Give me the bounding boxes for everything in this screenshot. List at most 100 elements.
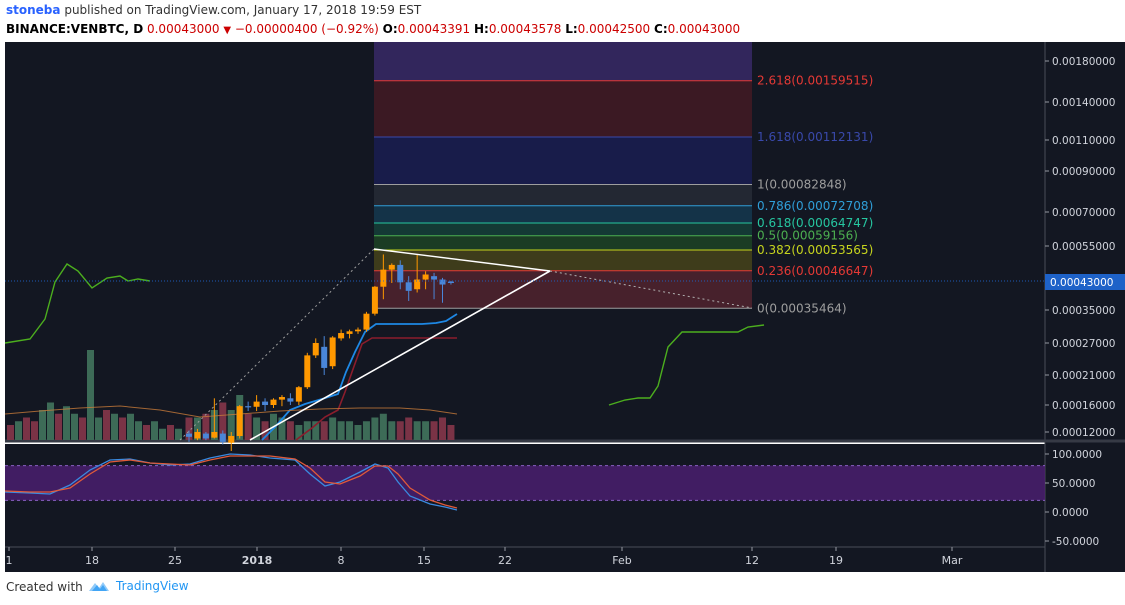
sma-green-line xyxy=(4,263,151,344)
candle-body xyxy=(338,333,345,339)
volume-bar xyxy=(337,421,345,440)
publish-line: stoneba published on TradingView.com, Ja… xyxy=(6,3,421,17)
candle-body xyxy=(211,432,218,438)
high-label: H: xyxy=(474,22,489,36)
publish-info: published on TradingView.com, January 17… xyxy=(64,3,422,17)
open-label: O: xyxy=(382,22,398,36)
volume-bar xyxy=(219,402,227,440)
time-tick-label: 19 xyxy=(829,554,843,567)
sma-red-line xyxy=(295,337,457,441)
close-value: 0.00043000 xyxy=(667,22,741,36)
price-tick-label: 0.00180000 xyxy=(1052,56,1115,68)
candle-body xyxy=(447,281,454,283)
candle-body xyxy=(228,435,235,443)
volume-bar xyxy=(295,425,303,440)
ohlc-legend: BINANCE:VENBTC, D 0.00043000 ▼ −0.000004… xyxy=(6,22,740,36)
chart-area[interactable]: 0(0.00035464) 0.236(0.00046647) 0.382(0.00… xyxy=(0,42,1125,572)
volume-bar xyxy=(47,402,54,440)
time-tick-label: 1 xyxy=(6,554,13,567)
fib-level-label: 0.382(0.00053565) xyxy=(757,243,873,257)
fib-level-label: 0.236(0.00046647) xyxy=(757,264,873,278)
volume-bar xyxy=(95,417,102,440)
candle-body xyxy=(321,346,328,368)
fib-band xyxy=(374,235,752,250)
time-tick-label: 25 xyxy=(168,554,182,567)
volume-bar xyxy=(379,413,387,440)
high-value: 0.00043578 xyxy=(488,22,562,36)
close-label: C: xyxy=(654,22,668,36)
fib-band-upper xyxy=(374,42,752,81)
stoch-d-line xyxy=(4,455,458,509)
volume-bar xyxy=(346,421,354,440)
price-tick-label: 0.00012000 xyxy=(1052,427,1115,439)
volume-bar xyxy=(151,421,158,440)
candlesticks xyxy=(186,254,454,452)
volume-bar xyxy=(286,421,294,440)
candle-body xyxy=(388,264,395,270)
fib-band xyxy=(374,270,752,309)
candle-body xyxy=(346,331,353,334)
volume-bar xyxy=(227,410,235,440)
symbol-label[interactable]: BINANCE:VENBTC, D xyxy=(6,22,144,36)
volume-bar xyxy=(87,350,94,440)
candle-body xyxy=(245,406,252,408)
fib-level-label: 0.786(0.00072708) xyxy=(757,199,873,213)
author-link[interactable]: stoneba xyxy=(6,3,61,17)
candle-body xyxy=(287,398,294,402)
volume-bar xyxy=(159,428,166,440)
chart-svg[interactable]: 0(0.00035464) 0.236(0.00046647) 0.382(0.00… xyxy=(0,42,1125,572)
volume-bar xyxy=(396,421,404,440)
stochastic-rsi: 100.0000 50.0000 0.0000 -50.0000 xyxy=(4,449,1102,548)
chart-header: stoneba published on TradingView.com, Ja… xyxy=(0,0,1125,42)
drawing-tools[interactable] xyxy=(5,248,1045,441)
fib-band xyxy=(374,222,752,236)
price-axis-labels: 0.00180000 0.00140000 0.00110000 0.00090000… xyxy=(1045,56,1125,439)
candle-body xyxy=(431,276,438,280)
volume-bar xyxy=(278,417,286,440)
price-axis[interactable] xyxy=(1045,42,1125,572)
low-value: 0.00042500 xyxy=(577,22,651,36)
price-tick-label: 0.00090000 xyxy=(1052,166,1115,178)
price-tick-label: 0.00021000 xyxy=(1052,370,1115,382)
volume-bar xyxy=(79,417,86,440)
volume-bar xyxy=(111,413,118,440)
fib-level-label: 0.5(0.00059156) xyxy=(757,229,858,243)
time-tick-label: Mar xyxy=(942,554,963,567)
volume-bar xyxy=(405,417,413,440)
candle-body xyxy=(405,282,412,291)
candle-body xyxy=(439,279,446,285)
volume-bar xyxy=(244,413,252,440)
candle-body xyxy=(329,337,336,367)
time-tick-label: 18 xyxy=(85,554,99,567)
time-axis[interactable] xyxy=(5,547,1045,572)
fibonacci-retracement[interactable]: 0(0.00035464) 0.236(0.00046647) 0.382(0.00… xyxy=(374,42,873,315)
fib-band xyxy=(374,249,752,271)
stoch-band xyxy=(5,465,1045,501)
volume-bar xyxy=(185,417,193,440)
candle-body xyxy=(304,355,311,388)
volume-bar xyxy=(320,421,328,440)
volume-bar xyxy=(31,421,38,440)
volume-bar xyxy=(422,421,430,440)
price-tick-label: 0.00070000 xyxy=(1052,207,1115,219)
fib-level-label: 1.618(0.00112131) xyxy=(757,130,873,144)
projection-dotted-line xyxy=(549,270,753,309)
low-label: L: xyxy=(565,22,578,36)
candle-body xyxy=(397,264,404,283)
sma-green-line-future xyxy=(608,324,765,406)
fib-level-label: 0.618(0.00064747) xyxy=(757,216,873,230)
price-tick-label: 0.00055000 xyxy=(1052,241,1115,253)
price-tick-label: 0.00110000 xyxy=(1052,135,1115,147)
volume-bar xyxy=(430,421,438,440)
created-with-label: Created with xyxy=(6,580,83,594)
volume-bar xyxy=(167,425,174,440)
volume-bar xyxy=(15,421,22,440)
candle-body xyxy=(355,329,361,332)
candle-body xyxy=(278,397,285,400)
volume-bar xyxy=(175,428,182,440)
tradingview-link[interactable]: TradingView xyxy=(88,579,189,593)
candle-body xyxy=(236,406,243,436)
time-tick-label: 22 xyxy=(498,554,512,567)
stoch-tick-label: -50.0000 xyxy=(1052,536,1099,548)
tradingview-logo-icon xyxy=(89,582,109,591)
